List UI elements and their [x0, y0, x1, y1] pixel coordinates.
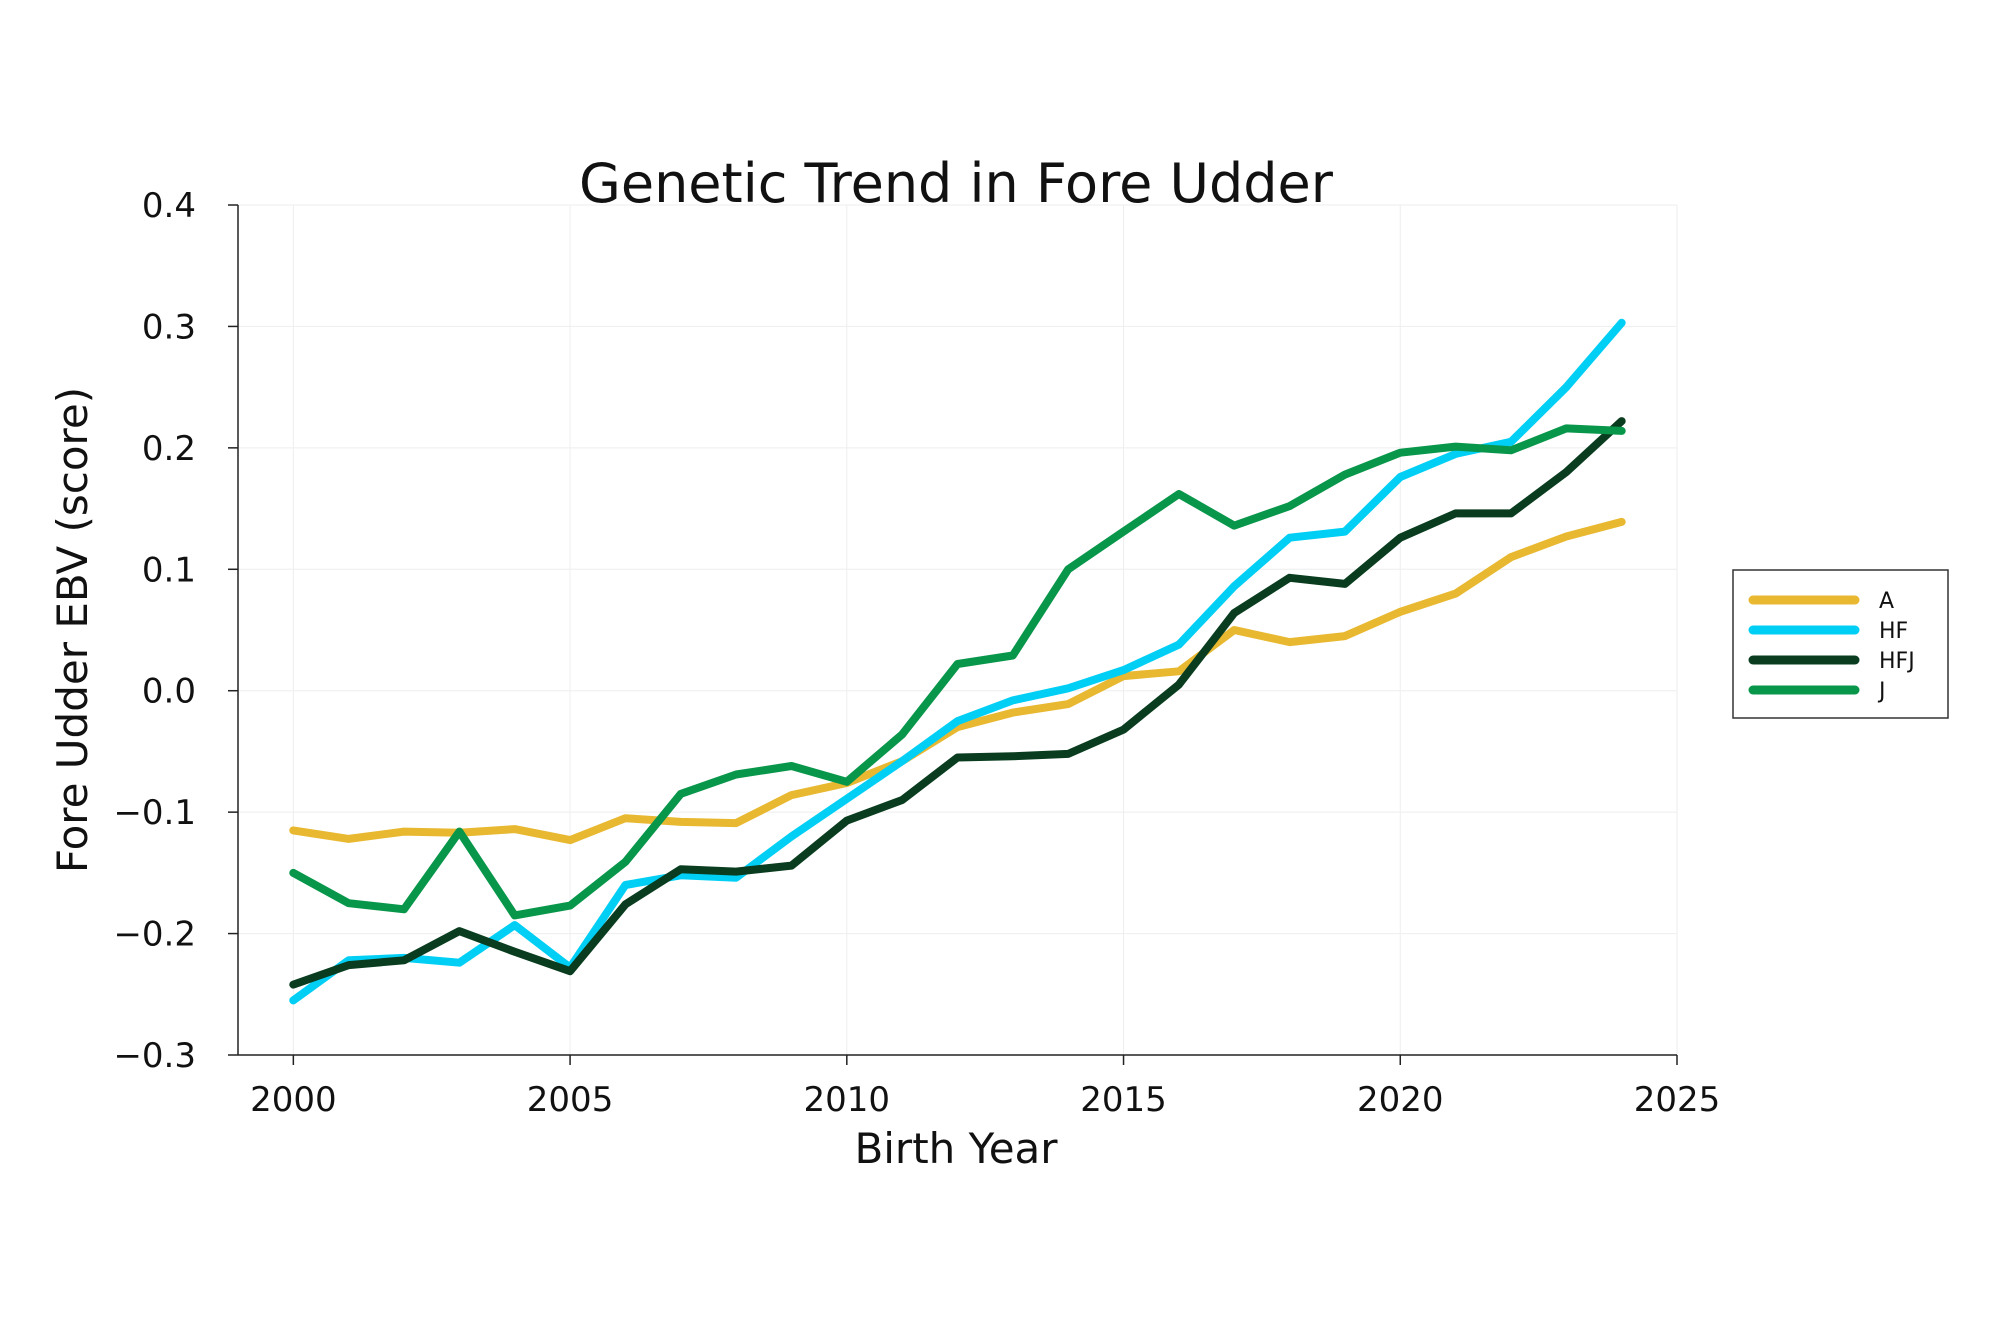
y-tick-label: 0.0 — [142, 672, 196, 712]
grid — [238, 204, 1678, 1056]
y-tick-label: −0.1 — [113, 793, 196, 833]
legend-label-hfj: HFJ — [1879, 649, 1915, 674]
y-axis-label: Fore Udder EBV (score) — [48, 387, 97, 873]
chart-title: Genetic Trend in Fore Udder — [579, 152, 1334, 215]
series-layer — [289, 318, 1626, 1005]
x-tick-label: 2025 — [1634, 1080, 1721, 1120]
y-tick-label: 0.1 — [142, 550, 196, 590]
series-line-hfj — [289, 417, 1626, 989]
series-line-hf — [289, 318, 1626, 1005]
series-line-a — [289, 517, 1626, 845]
x-axis-label: Birth Year — [854, 1124, 1058, 1173]
legend-box — [1732, 569, 1949, 719]
y-tick-label: −0.3 — [113, 1036, 196, 1076]
x-tick-label: 2015 — [1080, 1080, 1167, 1120]
legend-label-a: A — [1879, 589, 1894, 614]
x-tick-label: 2020 — [1357, 1080, 1444, 1120]
legend-label-hf: HF — [1879, 619, 1908, 644]
legend: A HF HFJ J — [1732, 569, 1949, 719]
x-tick-label: 2000 — [250, 1080, 337, 1120]
series-line-j — [289, 424, 1626, 920]
x-tick-label: 2010 — [804, 1080, 891, 1120]
y-tick-label: 0.3 — [142, 307, 196, 347]
legend-label-j: J — [1877, 679, 1886, 704]
x-tick-label: 2005 — [527, 1080, 614, 1120]
y-tick-label: 0.4 — [142, 186, 196, 226]
y-tick-label: −0.2 — [113, 915, 196, 955]
axes: 2000 2005 2010 2015 2020 2025 −0.3 −0.2 −0.1 0.0 0… — [113, 186, 1720, 1120]
y-tick-label: 0.2 — [142, 429, 196, 469]
